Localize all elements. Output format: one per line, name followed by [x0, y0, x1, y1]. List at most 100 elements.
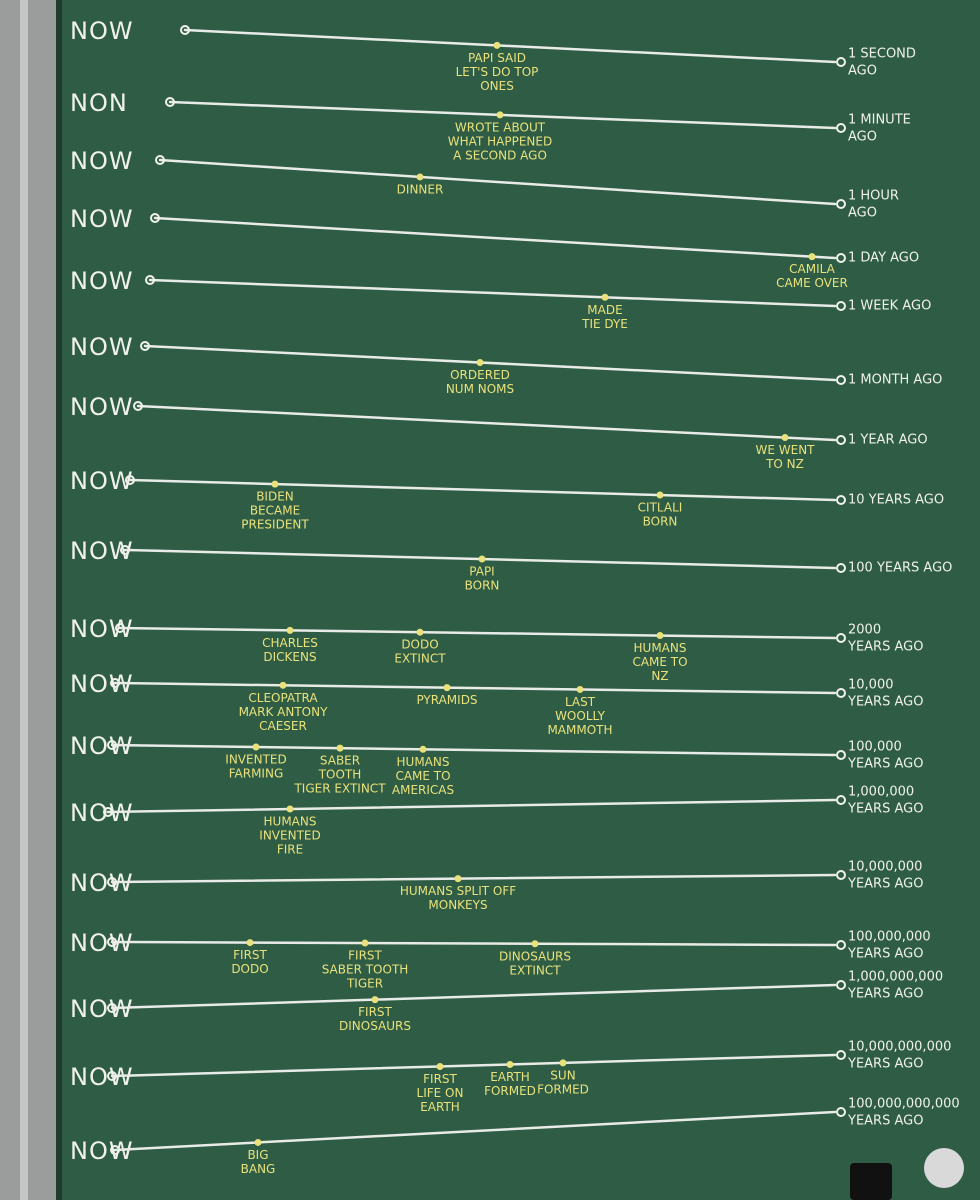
ago-label: 1 MINUTE: [848, 113, 911, 128]
event-label: BANG: [241, 1162, 276, 1176]
timeline: [136, 404, 837, 442]
ago-point: [836, 563, 846, 573]
event-point: [279, 681, 287, 689]
event-point: [808, 253, 816, 261]
event-label: MARK ANTONY: [239, 705, 329, 719]
event-label: FIRST: [348, 949, 382, 963]
event-label: BORN: [643, 515, 678, 529]
event-label: WHAT HAPPENED: [448, 134, 552, 148]
event-point: [336, 744, 344, 752]
ago-label: YEARS AGO: [847, 1114, 923, 1129]
ago-label: AGO: [848, 206, 877, 221]
ago-point: [836, 795, 846, 805]
frame-rail: [20, 0, 28, 1200]
ago-label: YEARS AGO: [847, 987, 923, 1002]
now-label: NOW: [70, 1063, 134, 1091]
device: [850, 1163, 892, 1200]
event-label: PRESIDENT: [241, 518, 309, 532]
event-label: FORMED: [484, 1084, 536, 1098]
event-label: DINOSAURS: [499, 949, 571, 963]
event-label: TIE DYE: [581, 317, 628, 331]
now-label: NOW: [70, 17, 134, 45]
ago-label: 10,000,000: [848, 860, 922, 875]
ago-point: [836, 435, 846, 445]
ago-label: 1 DAY AGO: [848, 251, 919, 266]
now-point: [155, 155, 165, 165]
lens-button[interactable]: [924, 1148, 964, 1188]
event-label: BIG: [247, 1148, 268, 1162]
event-label: DINOSAURS: [339, 1019, 411, 1033]
event-point: [531, 940, 539, 948]
ago-label: YEARS AGO: [847, 877, 923, 892]
ago-label: 10 YEARS AGO: [848, 493, 944, 508]
timeline: [110, 873, 837, 884]
ago-point: [836, 253, 846, 263]
ago-label: 2000: [848, 623, 881, 638]
event-label: ONES: [480, 79, 514, 93]
now-point: [180, 25, 190, 35]
event-label: CAESER: [259, 719, 307, 733]
now-point: [107, 937, 117, 947]
event-label: FIRST: [233, 948, 267, 962]
event-label: EARTH: [490, 1070, 530, 1084]
ago-label: YEARS AGO: [847, 757, 923, 772]
event-label: INVENTED: [259, 828, 320, 842]
ago-label: YEARS AGO: [847, 695, 923, 710]
event-label: LAST: [565, 695, 596, 709]
ago-label: 1,000,000: [848, 785, 914, 800]
now-label: NOW: [70, 393, 134, 421]
event-label: NUM NOMS: [446, 382, 514, 396]
event-point: [478, 555, 486, 563]
ago-point: [836, 199, 846, 209]
now-label: NOW: [70, 147, 134, 175]
event-label: BECAME: [250, 504, 300, 518]
event-label: INVENTED: [225, 752, 286, 766]
event-label: A SECOND AGO: [453, 148, 547, 162]
event-point: [656, 491, 664, 499]
event-point: [252, 743, 260, 751]
event-point: [443, 684, 451, 692]
ago-point: [836, 980, 846, 990]
event-label: TO NZ: [765, 457, 804, 471]
event-point: [656, 632, 664, 640]
event-point: [454, 875, 462, 883]
event-label: MADE: [587, 303, 622, 317]
event-point: [576, 685, 584, 693]
timeline: [153, 216, 837, 260]
now-label: NOW: [70, 995, 134, 1023]
event-label: HUMANS: [264, 814, 317, 828]
ago-label: 100 YEARS AGO: [848, 561, 952, 576]
ago-label: 100,000: [848, 740, 902, 755]
event-point: [419, 745, 427, 753]
timeline: [110, 983, 837, 1010]
event-point: [601, 293, 609, 301]
event-label: FIRST: [423, 1072, 457, 1086]
timeline: [143, 344, 837, 382]
event-point: [286, 805, 294, 813]
now-label: NON: [70, 89, 128, 117]
event-label: LIFE ON: [417, 1086, 464, 1100]
event-label: WOOLLY: [555, 709, 606, 723]
now-point: [145, 275, 155, 285]
event-point: [246, 939, 254, 947]
event-label: DODO: [401, 638, 438, 652]
event-label: FIRE: [277, 842, 303, 856]
ago-point: [836, 57, 846, 67]
now-point: [107, 1071, 117, 1081]
event-point: [371, 996, 379, 1004]
ago-point: [836, 633, 846, 643]
now-point: [110, 678, 120, 688]
now-point: [103, 807, 113, 817]
event-label: CHARLES: [262, 636, 318, 650]
ago-point: [836, 1050, 846, 1060]
event-label: TIGER: [346, 977, 383, 991]
event-label: SABER TOOTH: [322, 963, 409, 977]
now-point: [125, 475, 135, 485]
event-point: [559, 1059, 567, 1067]
event-point: [781, 434, 789, 442]
now-label: NOW: [70, 799, 134, 827]
now-point: [107, 740, 117, 750]
event-label: DINNER: [397, 182, 444, 196]
